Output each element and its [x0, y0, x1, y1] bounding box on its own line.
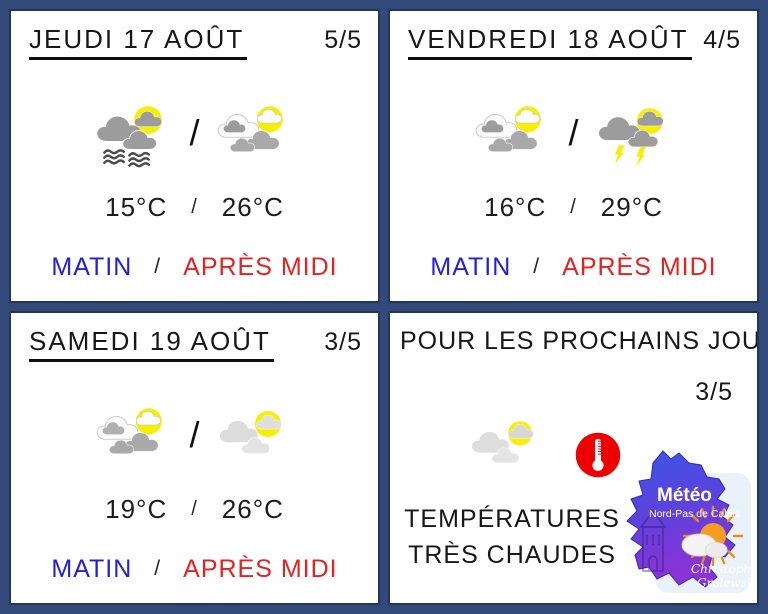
logo-cloud-icon [681, 533, 728, 558]
period-labels: MATIN / APRÈS MIDI [11, 555, 378, 584]
sun-light-clouds-icon [471, 421, 534, 464]
temp-morning: 16°C [484, 191, 547, 222]
message-line-1: TEMPÉRATURES [404, 505, 620, 533]
panel-header: SAMEDI 19 AOÛT 3/5 [11, 313, 378, 362]
confidence-score: 3/5 [695, 378, 733, 406]
temp-afternoon: 26°C [221, 493, 284, 524]
afternoon-label: APRÈS MIDI [183, 252, 338, 281]
afternoon-label: APRÈS MIDI [562, 252, 717, 281]
icon-row: / [11, 96, 378, 174]
sun-white-clouds-icon [97, 407, 163, 454]
afternoon-label: APRÈS MIDI [183, 554, 338, 583]
sun-light-clouds-icon [219, 410, 281, 454]
temp-separator: / [570, 195, 577, 218]
temp-afternoon: 26°C [221, 191, 284, 222]
confidence-score: 4/5 [703, 26, 741, 54]
morning-label: MATIN [430, 252, 512, 281]
hot-thermometer-icon [575, 432, 621, 478]
panel-vendredi: VENDREDI 18 AOÛT 4/5 / 16° [388, 9, 759, 303]
label-separator: / [154, 557, 162, 581]
church-tower-sketch [639, 509, 667, 572]
logo-author-first: Christopher [691, 562, 755, 576]
period-labels: MATIN / APRÈS MIDI [390, 253, 757, 282]
period-labels: MATIN / APRÈS MIDI [11, 253, 378, 282]
day-title: VENDREDI 18 AOÛT [408, 25, 692, 60]
sun-white-clouds-icon [476, 105, 542, 152]
logo-brand: Météo [657, 485, 712, 506]
confidence-score: 5/5 [324, 26, 362, 54]
sun-white-clouds-icon [217, 105, 283, 152]
summary-message: TEMPÉRATURES TRÈS CHAUDES [404, 501, 620, 574]
icon-separator: / [189, 111, 200, 153]
meteo-nord-pas-de-calais-logo: Météo Nord-Pas de Calais Christopher Gro… [626, 450, 755, 593]
temp-separator: / [191, 195, 198, 218]
icon-separator: / [189, 413, 200, 455]
panel-header: VENDREDI 18 AOÛT 4/5 [390, 11, 757, 60]
day-title: SAMEDI 19 AOÛT [29, 327, 274, 362]
temp-morning: 15°C [105, 191, 168, 222]
storm-sun-lightning-icon [598, 107, 664, 166]
morning-label: MATIN [51, 252, 133, 281]
message-line-2: TRÈS CHAUDES [408, 541, 616, 570]
logo-region: Nord-Pas de Calais [649, 508, 740, 520]
icon-row: / [11, 398, 378, 476]
temperature-row: 19°C / 26°C [11, 494, 378, 525]
fog-sun-clouds-icon [97, 105, 163, 167]
summary-title: POUR LES PROCHAINS JOURS [400, 327, 759, 355]
temperature-row: 15°C / 26°C [11, 192, 378, 223]
morning-label: MATIN [51, 554, 133, 583]
logo-author-last: Grolewski [697, 576, 755, 590]
day-title: JEUDI 17 AOÛT [29, 25, 248, 60]
panel-samedi: SAMEDI 19 AOÛT 3/5 / 19°C / 26°C [9, 311, 380, 605]
temp-afternoon: 29°C [600, 191, 663, 222]
summary-icon-row [470, 415, 757, 485]
icon-separator: / [568, 111, 579, 153]
panel-jeudi: JEUDI 17 AOÛT 5/5 / 15°C [9, 9, 380, 303]
label-separator: / [533, 255, 541, 279]
temp-separator: / [191, 497, 198, 520]
temp-morning: 19°C [105, 493, 168, 524]
icon-row: / [390, 96, 757, 174]
panel-header: JEUDI 17 AOÛT 5/5 [11, 11, 378, 60]
temperature-row: 16°C / 29°C [390, 192, 757, 223]
panel-prochains-jours: POUR LES PROCHAINS JOURS 3/5 [388, 311, 759, 605]
confidence-score: 3/5 [324, 328, 362, 356]
label-separator: / [154, 255, 162, 279]
